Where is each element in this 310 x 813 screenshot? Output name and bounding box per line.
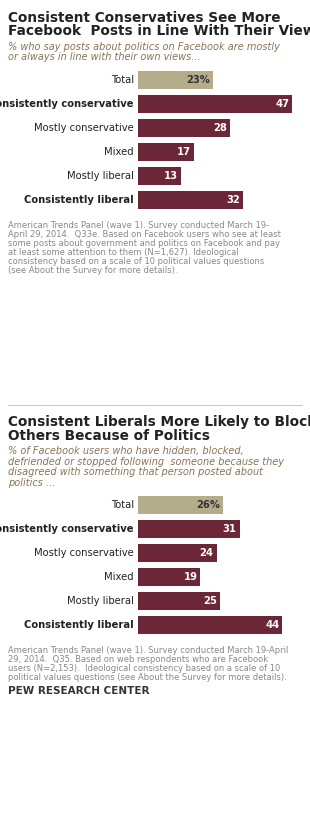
Text: Mostly liberal: Mostly liberal bbox=[67, 171, 134, 181]
Text: 17: 17 bbox=[177, 147, 191, 157]
Text: 13: 13 bbox=[164, 171, 178, 181]
Text: Consistently liberal: Consistently liberal bbox=[24, 195, 134, 205]
Text: users (N=2,153).  Ideological consistency based on a scale of 10: users (N=2,153). Ideological consistency… bbox=[8, 664, 280, 673]
Text: at least some attention to them (N=1,627). Ideological: at least some attention to them (N=1,627… bbox=[8, 248, 239, 257]
Text: Consistently conservative: Consistently conservative bbox=[0, 524, 134, 534]
Text: 32: 32 bbox=[226, 195, 240, 205]
Text: defriended or stopped following  someone because they: defriended or stopped following someone … bbox=[8, 457, 284, 467]
Text: 24: 24 bbox=[200, 548, 214, 558]
Text: 31: 31 bbox=[223, 524, 237, 534]
Text: some posts about government and politics on Facebook and pay: some posts about government and politics… bbox=[8, 239, 280, 248]
Text: 25: 25 bbox=[203, 596, 217, 606]
Bar bbox=[138, 71, 214, 89]
Text: 29, 2014.  Q35. Based on web respondents who are Facebook: 29, 2014. Q35. Based on web respondents … bbox=[8, 655, 268, 664]
Bar bbox=[138, 191, 243, 209]
Text: Mostly conservative: Mostly conservative bbox=[34, 123, 134, 133]
Bar bbox=[138, 496, 223, 514]
Bar bbox=[138, 167, 181, 185]
Text: 28: 28 bbox=[213, 123, 227, 133]
Text: Mixed: Mixed bbox=[104, 572, 134, 582]
Text: % of Facebook users who have hidden, blocked,: % of Facebook users who have hidden, blo… bbox=[8, 446, 244, 456]
Text: 26%: 26% bbox=[196, 500, 220, 510]
Bar bbox=[138, 616, 282, 634]
Text: Mixed: Mixed bbox=[104, 147, 134, 157]
Bar bbox=[138, 520, 240, 538]
Text: 47: 47 bbox=[275, 99, 289, 109]
Text: Total: Total bbox=[111, 500, 134, 510]
Text: Consistent Conservatives See More: Consistent Conservatives See More bbox=[8, 11, 281, 25]
Text: Facebook  Posts in Line With Their Views: Facebook Posts in Line With Their Views bbox=[8, 24, 310, 38]
Text: disagreed with something that person posted about: disagreed with something that person pos… bbox=[8, 467, 263, 477]
Text: American Trends Panel (wave 1). Survey conducted March 19-: American Trends Panel (wave 1). Survey c… bbox=[8, 221, 269, 230]
Text: 44: 44 bbox=[265, 620, 279, 630]
Text: or always in line with their own views...: or always in line with their own views..… bbox=[8, 53, 201, 63]
Text: April 29, 2014.  Q33e. Based on Facebook users who see at least: April 29, 2014. Q33e. Based on Facebook … bbox=[8, 230, 281, 239]
Text: Consistently liberal: Consistently liberal bbox=[24, 620, 134, 630]
Bar bbox=[138, 592, 220, 610]
Text: Consistently conservative: Consistently conservative bbox=[0, 99, 134, 109]
Text: American Trends Panel (wave 1). Survey conducted March 19-April: American Trends Panel (wave 1). Survey c… bbox=[8, 646, 288, 655]
Text: Mostly liberal: Mostly liberal bbox=[67, 596, 134, 606]
Bar bbox=[138, 119, 230, 137]
Text: political values questions (see About the Survey for more details).: political values questions (see About th… bbox=[8, 673, 287, 682]
Text: % who say posts about politics on Facebook are mostly: % who say posts about politics on Facebo… bbox=[8, 42, 280, 52]
Text: consistency based on a scale of 10 political values questions: consistency based on a scale of 10 polit… bbox=[8, 257, 264, 266]
Text: Total: Total bbox=[111, 75, 134, 85]
Text: Others Because of Politics: Others Because of Politics bbox=[8, 428, 210, 442]
Bar bbox=[138, 95, 292, 113]
Text: Consistent Liberals More Likely to Block: Consistent Liberals More Likely to Block bbox=[8, 415, 310, 429]
Bar bbox=[138, 143, 194, 161]
Text: 19: 19 bbox=[183, 572, 197, 582]
Bar bbox=[138, 544, 217, 562]
Text: (see About the Survey for more details).: (see About the Survey for more details). bbox=[8, 266, 178, 275]
Text: 23%: 23% bbox=[187, 75, 210, 85]
Bar bbox=[138, 568, 200, 586]
Text: politics ...: politics ... bbox=[8, 477, 55, 488]
Text: Mostly conservative: Mostly conservative bbox=[34, 548, 134, 558]
Text: PEW RESEARCH CENTER: PEW RESEARCH CENTER bbox=[8, 686, 149, 696]
